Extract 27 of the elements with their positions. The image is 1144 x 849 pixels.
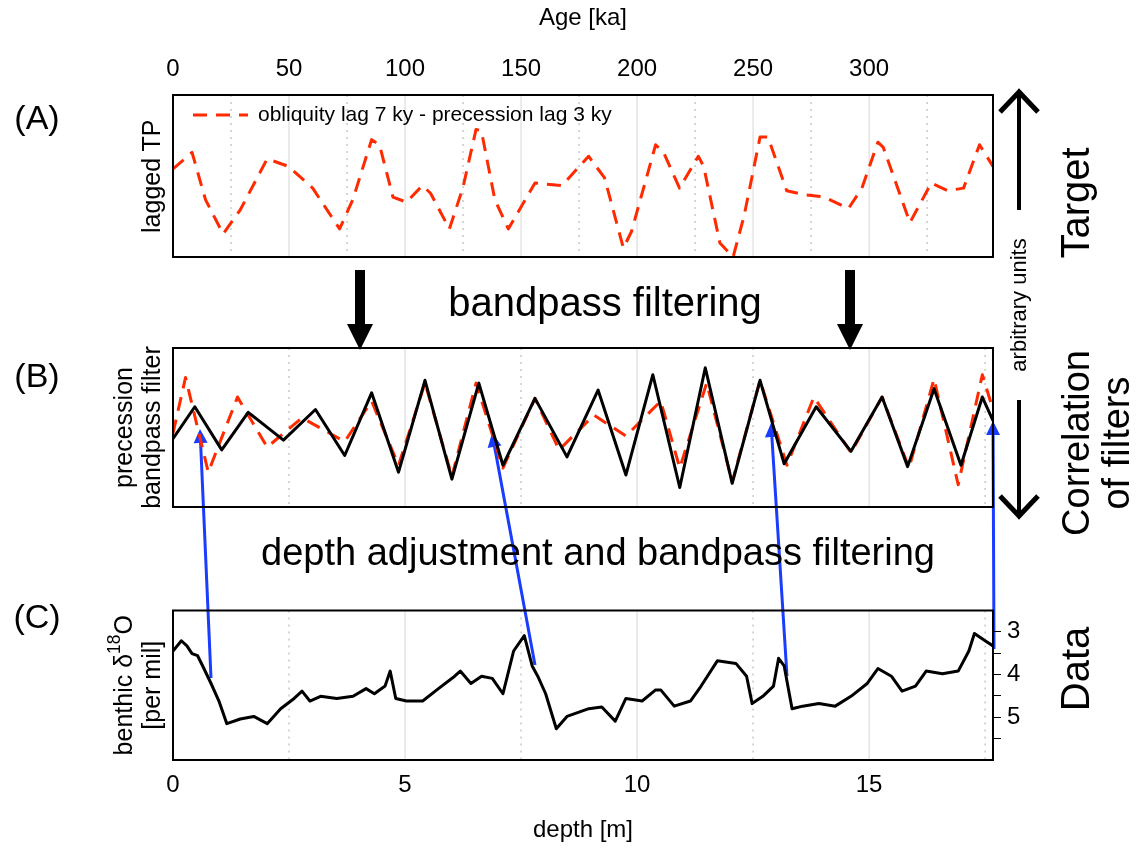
text: (A) xyxy=(14,98,60,137)
text: (B) xyxy=(14,356,60,395)
text: (C) xyxy=(13,597,61,636)
x-axis-title: depth [m] xyxy=(532,815,634,843)
text: arbitrary units xyxy=(1006,234,1032,376)
legend-label: obliquity lag 7 ky - precession lag 3 ky xyxy=(258,101,613,125)
x-tick-label: 0 xyxy=(166,54,180,82)
y-tick-label: 3 xyxy=(1007,616,1021,644)
y-tick-label: 4 xyxy=(1007,659,1021,687)
y-axis-title: precession bandpass filter xyxy=(108,346,165,509)
text: bandpass filtering xyxy=(448,280,762,324)
text: Target xyxy=(1053,147,1097,259)
x-tick-label: 300 xyxy=(849,54,890,82)
x-tick-label: 50 xyxy=(275,54,303,82)
x-axis-title: Age [ka] xyxy=(538,3,628,31)
y-axis-title: lagged TP xyxy=(136,119,165,233)
x-tick-label: 0 xyxy=(166,770,180,798)
x-tick-label: 15 xyxy=(855,770,883,798)
text: Data xyxy=(1053,626,1097,712)
x-tick-label: 10 xyxy=(623,770,651,798)
x-tick-label: 150 xyxy=(501,54,542,82)
x-tick-label: 5 xyxy=(398,770,412,798)
x-tick-label: 250 xyxy=(733,54,774,82)
y-tick-label: 5 xyxy=(1007,701,1021,729)
x-tick-label: 100 xyxy=(385,54,426,82)
x-tick-label: 200 xyxy=(617,54,658,82)
text: Correlation of filters xyxy=(1055,350,1137,536)
